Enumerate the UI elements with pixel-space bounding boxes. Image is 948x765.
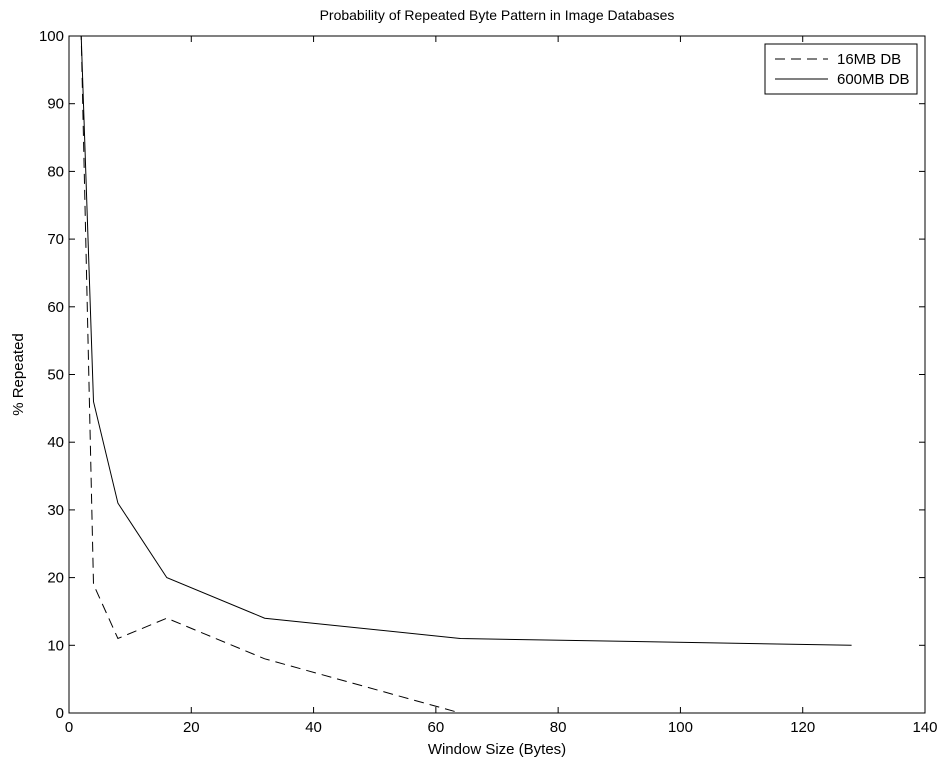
legend-label-16mb-db: 16MB DB xyxy=(837,51,901,68)
x-tick-label: 140 xyxy=(912,719,937,736)
y-tick-label: 50 xyxy=(47,367,64,384)
y-tick-label: 90 xyxy=(47,96,64,113)
y-tick-label: 60 xyxy=(47,299,64,316)
legend: 16MB DB 600MB DB xyxy=(764,43,918,95)
series-line-16mb-db xyxy=(75,36,852,713)
y-tick-label: 0 xyxy=(56,705,64,722)
legend-box xyxy=(764,43,918,95)
x-tick-label: 60 xyxy=(428,719,445,736)
x-tick-label: 0 xyxy=(65,719,73,736)
legend-label-600mb-db: 600MB DB xyxy=(837,71,910,88)
y-tick-label: 30 xyxy=(47,502,64,519)
chart-title: Probability of Repeated Byte Pattern in … xyxy=(320,7,675,23)
y-tick-label: 10 xyxy=(47,637,64,654)
plot-area-frame xyxy=(68,35,926,714)
series-lines xyxy=(75,36,852,713)
x-tick-label: 120 xyxy=(790,719,815,736)
x-axis-label: Window Size (Bytes) xyxy=(428,741,566,758)
x-tick-label: 20 xyxy=(183,719,200,736)
y-axis-label: % Repeated xyxy=(10,333,27,416)
y-tick-label: 20 xyxy=(47,570,64,587)
y-tick-label: 40 xyxy=(47,434,64,451)
x-tick-label: 100 xyxy=(668,719,693,736)
y-tick-label: 80 xyxy=(47,163,64,180)
x-tick-label: 40 xyxy=(305,719,322,736)
y-tick-label: 70 xyxy=(47,231,64,248)
axis-ticks: 0 20 40 60 80 100 120 140 0 10 20 30 40 50 60 70 80 90 100 xyxy=(39,28,938,736)
x-tick-label: 80 xyxy=(550,719,567,736)
y-tick-label: 100 xyxy=(39,28,64,45)
series-line-600mb-db xyxy=(75,36,852,646)
